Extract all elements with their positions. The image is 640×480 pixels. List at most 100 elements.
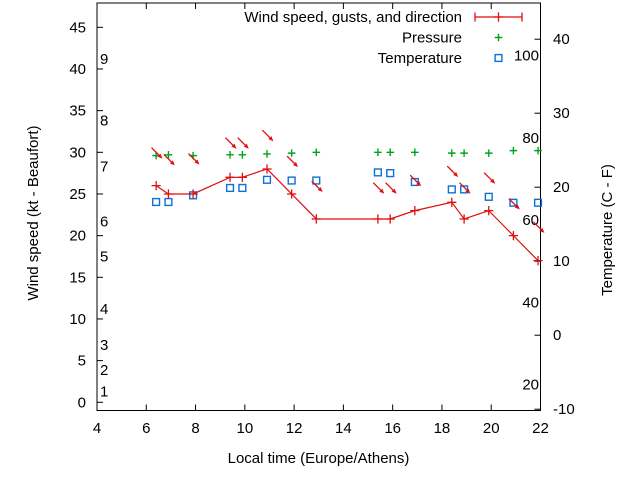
fahrenheit-label: 60 xyxy=(522,212,539,229)
wind-direction-arrow-shaft xyxy=(261,129,271,139)
y-right-axis-title: Temperature (C - F) xyxy=(599,164,616,296)
plus-marker xyxy=(385,214,395,224)
beaufort-label: 9 xyxy=(100,51,108,68)
y-left-tick-label: 20 xyxy=(69,228,86,245)
beaufort-label: 2 xyxy=(100,362,108,379)
square-marker xyxy=(447,185,456,194)
plus-marker xyxy=(287,149,296,157)
plus-marker xyxy=(533,256,543,266)
wind-direction-arrow-head xyxy=(243,143,249,149)
legend-label-1: Wind speed, gusts, and direction xyxy=(244,9,462,26)
beaufort-label: 6 xyxy=(100,213,108,230)
plus-marker xyxy=(374,148,382,157)
wind-direction-arrow-head xyxy=(194,159,200,165)
plus-marker xyxy=(238,151,247,159)
plus-marker xyxy=(262,164,272,174)
plus-marker xyxy=(386,148,395,157)
plus-marker xyxy=(164,151,173,159)
plus-marker xyxy=(163,189,174,199)
square-marker xyxy=(262,175,272,184)
y-right-tick-label: 40 xyxy=(553,31,570,48)
plus-marker xyxy=(151,181,161,191)
fahrenheit-label: 20 xyxy=(522,377,539,394)
y-left-tick-label: 5 xyxy=(78,353,86,370)
wind-direction-arrow-shaft xyxy=(286,155,295,164)
plus-marker xyxy=(508,231,518,241)
y-right-tick-label: -10 xyxy=(553,401,575,418)
wind-direction-arrow-shaft xyxy=(508,198,517,207)
wind-direction-arrow-head xyxy=(391,188,397,194)
wind-direction-arrow-shaft xyxy=(385,182,394,191)
y-left-tick-label: 45 xyxy=(69,19,86,36)
plus-marker xyxy=(373,214,383,224)
y-left-tick-label: 40 xyxy=(69,61,86,78)
y-right-title: Temperature (C - F) xyxy=(599,164,616,296)
beaufort-label: 4 xyxy=(100,301,108,318)
y-right-tick-label: 0 xyxy=(553,327,561,344)
y-right-tick-label: 10 xyxy=(553,253,570,270)
plus-marker xyxy=(534,146,542,155)
plus-marker xyxy=(287,189,297,199)
wind-direction-arrow-head xyxy=(231,143,237,149)
x-tick-label: 16 xyxy=(384,420,401,437)
wind-direction-arrow-head xyxy=(465,188,471,194)
square-marker xyxy=(312,176,321,185)
wind-direction-arrow-shaft xyxy=(446,165,456,174)
square-marker xyxy=(373,168,382,177)
beaufort-label: 7 xyxy=(100,158,108,175)
plus-marker xyxy=(484,149,493,157)
wind-direction-arrow-shaft xyxy=(409,174,419,184)
square-marker xyxy=(152,197,161,207)
y-left-axis: 0 5 10 15 20 25 30 35 40 45 xyxy=(69,19,103,411)
wind-direction-arrow-head xyxy=(317,187,323,193)
fahrenheit-labels: 20 40 60 80 100 xyxy=(514,48,539,394)
wind-direction-arrow-head xyxy=(157,153,163,159)
wind-direction-arrow-head xyxy=(268,136,274,142)
plus-marker xyxy=(411,148,419,157)
y-left-tick-label: 10 xyxy=(69,311,86,328)
fahrenheit-label: 40 xyxy=(522,294,539,311)
plot-frame xyxy=(96,2,541,411)
square-marker xyxy=(238,183,247,193)
wind-direction-arrow-shaft xyxy=(372,182,382,191)
wind-direction-arrow-shaft xyxy=(163,153,172,163)
plus-marker xyxy=(494,33,503,42)
wind-direction-arrow-shaft xyxy=(237,137,246,146)
plus-marker xyxy=(312,148,321,157)
y-right-axis: -10 0 10 20 30 40 xyxy=(534,31,575,418)
beaufort-label: 5 xyxy=(100,248,108,265)
wind-direction-arrow-head xyxy=(379,188,385,194)
plus-marker xyxy=(447,197,457,207)
square-marker xyxy=(484,192,493,201)
fahrenheit-label: 100 xyxy=(514,48,539,65)
wind-speed-line xyxy=(155,168,539,262)
plus-marker xyxy=(311,214,321,224)
legend: Wind speed, gusts, and direction Pressure… xyxy=(244,9,523,67)
square-marker xyxy=(509,198,518,207)
plus-marker xyxy=(225,172,235,182)
beaufort-label: 3 xyxy=(100,337,108,354)
square-marker xyxy=(164,197,173,207)
fahrenheit-label: 80 xyxy=(522,130,539,147)
square-marker xyxy=(494,53,503,63)
temperature-series xyxy=(152,168,543,207)
square-marker xyxy=(533,198,543,207)
y-left-tick-label: 15 xyxy=(69,269,86,286)
square-marker xyxy=(410,177,419,187)
plus-marker xyxy=(237,172,247,182)
x-tick-label: 18 xyxy=(434,420,451,437)
square-marker xyxy=(460,185,469,194)
y-left-tick-label: 30 xyxy=(69,144,86,161)
x-tick-label: 22 xyxy=(532,420,549,437)
plus-marker xyxy=(448,149,456,157)
wind-direction-arrow-head xyxy=(514,204,520,210)
legend-label-3: Temperature xyxy=(378,50,462,67)
plus-marker xyxy=(460,149,468,157)
x-tick-label: 20 xyxy=(483,420,500,437)
x-axis: 4 6 8 10 12 14 16 18 20 22 xyxy=(93,3,549,437)
y-left-tick-label: 0 xyxy=(78,394,86,411)
y-left-title: Wind speed (kt - Beaufort) xyxy=(25,125,42,300)
x-tick-label: 4 xyxy=(93,420,101,437)
